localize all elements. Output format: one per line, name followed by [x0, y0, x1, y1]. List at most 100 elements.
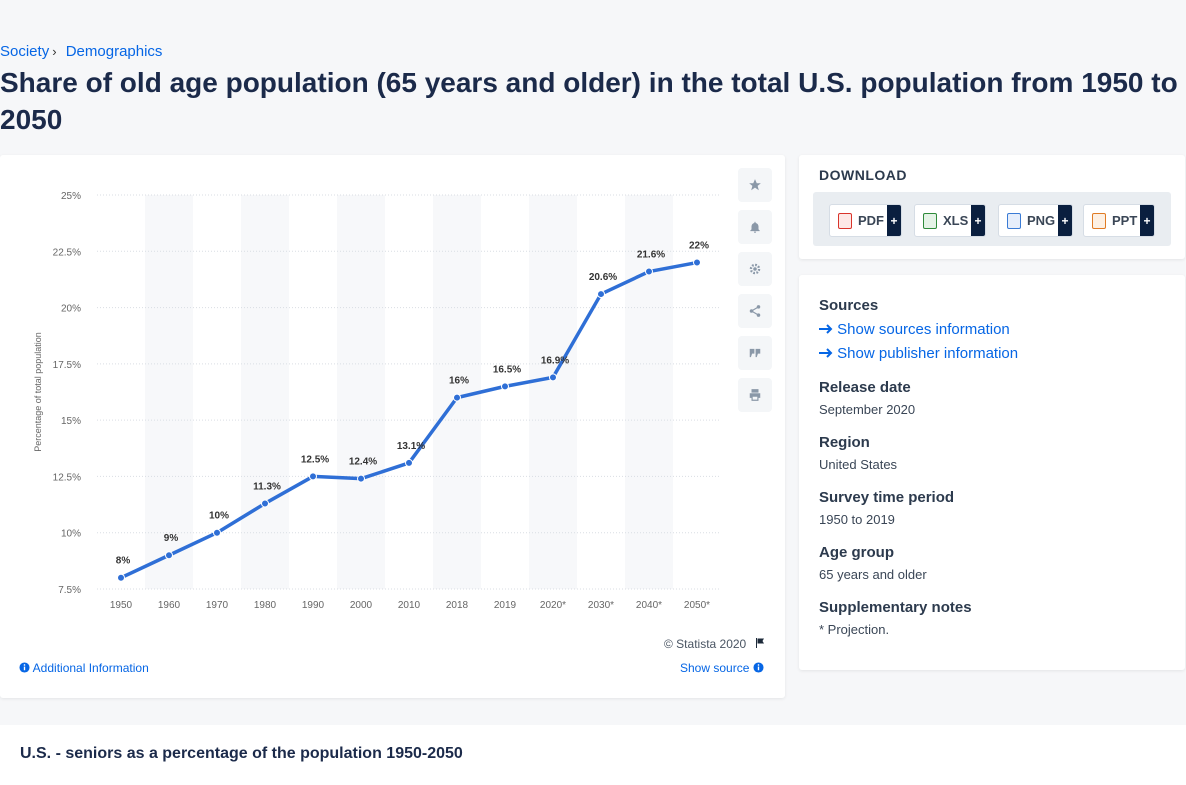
copyright: © Statista 2020 — [664, 637, 766, 651]
show-source-link[interactable]: Show source — [680, 661, 764, 675]
column-band — [241, 195, 289, 589]
favorite-button[interactable] — [738, 168, 772, 202]
download-title: DOWNLOAD — [819, 167, 907, 183]
download-row: PDF + XLS + PNG + PPT + — [813, 192, 1171, 246]
breadcrumb-separator: › — [52, 44, 57, 59]
download-png-button[interactable]: PNG + — [998, 204, 1073, 237]
data-point — [453, 393, 461, 402]
data-label: 21.6% — [637, 250, 665, 261]
copyright-text: © Statista 2020 — [664, 637, 747, 651]
print-button[interactable] — [738, 378, 772, 412]
survey-period-label: Survey time period — [819, 489, 955, 506]
x-tick-label: 1990 — [302, 600, 325, 611]
cite-button[interactable] — [738, 336, 772, 370]
x-tick-label: 1960 — [158, 600, 181, 611]
star-icon — [749, 179, 761, 191]
data-label: 16.5% — [493, 364, 521, 375]
line-chart: 7.5% 10% 12.5% 15% 17.5% 20% 22.5% 25% Percentag… — [33, 191, 720, 611]
data-point — [501, 382, 509, 391]
y-tick-label: 25% — [61, 191, 81, 202]
breadcrumb-society[interactable]: Society — [0, 43, 50, 60]
png-file-icon — [1007, 212, 1021, 229]
x-tick-label: 1950 — [110, 600, 133, 611]
survey-period-value: 1950 to 2019 — [819, 512, 895, 527]
info-card: Sources Show sources information Show pu… — [799, 275, 1185, 670]
data-point — [309, 472, 317, 481]
data-label: 8% — [116, 556, 131, 567]
column-band — [529, 195, 577, 589]
region-label: Region — [819, 434, 870, 451]
chart-toolbar — [738, 168, 772, 420]
download-xls-plus[interactable]: + — [971, 205, 985, 236]
x-tick-label: 2019 — [494, 600, 517, 611]
data-point — [405, 458, 413, 467]
age-group-label: Age group — [819, 544, 894, 561]
x-tick-label: 2000 — [350, 600, 373, 611]
release-date-value: September 2020 — [819, 402, 916, 417]
x-tick-label: 2020* — [540, 600, 566, 611]
data-label: 12.4% — [349, 457, 377, 468]
additional-info-label: Additional Information — [32, 661, 149, 675]
related-statistic-title[interactable]: U.S. - seniors as a percentage of the po… — [20, 745, 463, 762]
x-tick-label: 2030* — [588, 600, 614, 611]
additional-info-link[interactable]: Additional Information — [19, 661, 149, 675]
data-point — [117, 573, 125, 582]
y-tick-label: 20% — [61, 304, 81, 315]
y-tick-label: 10% — [61, 529, 81, 540]
show-publisher-label: Show publisher information — [837, 345, 1019, 362]
data-label: 16% — [449, 376, 469, 387]
download-xls-button[interactable]: XLS + — [914, 204, 986, 237]
supplementary-notes-label: Supplementary notes — [819, 599, 972, 616]
breadcrumb: Society › Demographics — [0, 43, 162, 60]
data-point — [645, 267, 653, 276]
download-card: DOWNLOAD PDF + XLS + PNG + PPT + — [799, 155, 1185, 259]
share-button[interactable] — [738, 294, 772, 328]
share-icon — [749, 305, 761, 317]
y-tick-label: 12.5% — [53, 472, 81, 483]
xls-file-icon — [923, 212, 937, 229]
data-point — [357, 474, 365, 483]
show-source-label: Show source — [680, 661, 750, 675]
quote-icon — [749, 348, 761, 358]
y-tick-label: 17.5% — [53, 360, 81, 371]
x-tick-label: 1970 — [206, 600, 229, 611]
chart-card: 7.5% 10% 12.5% 15% 17.5% 20% 22.5% 25% Percentag… — [0, 155, 785, 698]
download-pdf-button[interactable]: PDF + — [829, 204, 902, 237]
data-label: 22% — [689, 241, 709, 252]
data-label: 13.1% — [397, 441, 425, 452]
info-icon — [753, 662, 764, 673]
download-png-plus[interactable]: + — [1058, 205, 1072, 236]
release-date-label: Release date — [819, 379, 911, 396]
breadcrumb-demographics[interactable]: Demographics — [65, 43, 163, 60]
download-png-label: PNG — [1027, 213, 1056, 228]
download-ppt-plus[interactable]: + — [1140, 205, 1154, 236]
page-title: Share of old age population (65 years an… — [0, 67, 1178, 135]
download-pdf-label: PDF — [858, 213, 884, 228]
notification-button[interactable] — [738, 210, 772, 244]
show-publisher-link[interactable]: Show publisher information — [819, 345, 1018, 362]
pdf-file-icon — [838, 212, 852, 229]
region-value: United States — [819, 457, 898, 472]
supplementary-notes-value: * Projection. — [819, 622, 890, 637]
data-label: 11.3% — [253, 481, 281, 492]
arrow-right-icon — [819, 324, 833, 334]
x-tick-label: 2010 — [398, 600, 421, 611]
download-ppt-label: PPT — [1112, 213, 1138, 228]
related-statistic-card: U.S. - seniors as a percentage of the po… — [0, 725, 1186, 785]
data-label: 20.6% — [589, 272, 617, 283]
flag-icon[interactable] — [754, 637, 766, 649]
data-point — [213, 528, 221, 537]
data-point — [549, 373, 557, 382]
settings-button[interactable] — [738, 252, 772, 286]
data-label: 12.5% — [301, 454, 329, 465]
download-ppt-button[interactable]: PPT + — [1083, 204, 1155, 237]
column-band — [145, 195, 193, 589]
printer-icon — [749, 389, 761, 401]
data-point — [693, 258, 701, 267]
show-sources-link[interactable]: Show sources information — [819, 321, 1010, 338]
data-point — [165, 551, 173, 560]
download-pdf-plus[interactable]: + — [887, 205, 901, 236]
download-xls-label: XLS — [943, 213, 969, 228]
x-tick-label: 2018 — [446, 600, 469, 611]
age-group-value: 65 years and older — [819, 567, 927, 582]
